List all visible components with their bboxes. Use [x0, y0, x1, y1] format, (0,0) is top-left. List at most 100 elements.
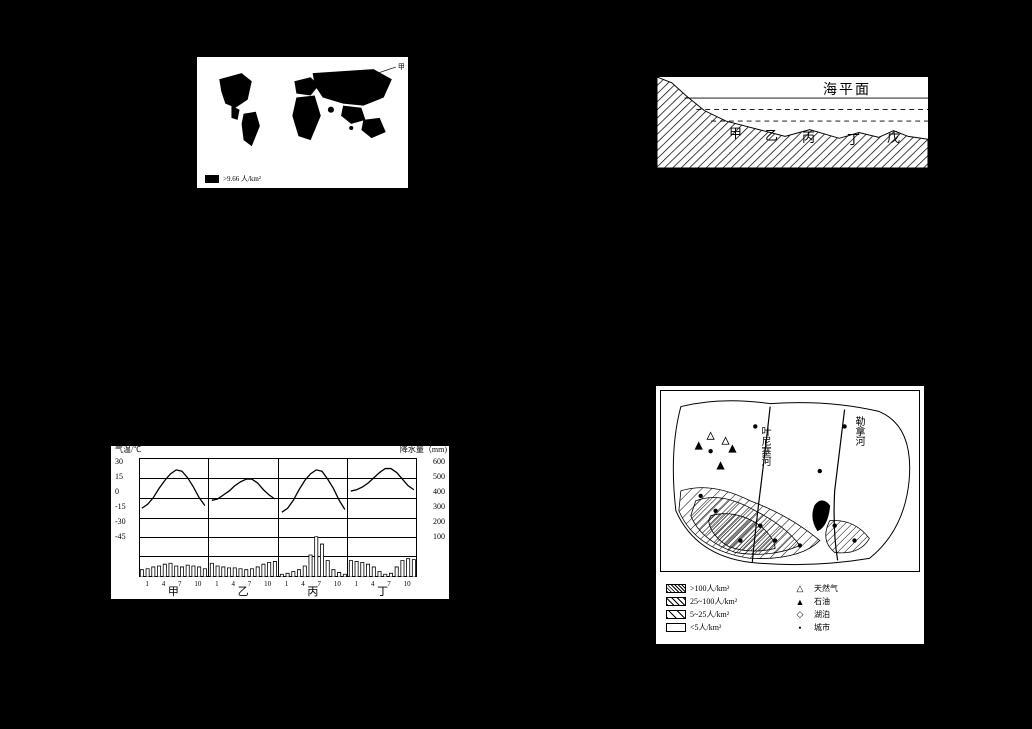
tick: 300 [433, 499, 445, 514]
swatch-mid [666, 597, 686, 606]
siberia-map: 叶尼塞河 勒拿河 >100人/km² 25~100人/km² 5~25人/km²… [655, 385, 925, 645]
tick: 100 [433, 529, 445, 544]
month-tick: 7 [248, 580, 252, 588]
zone-yi: 乙 [765, 125, 778, 144]
tick: -15 [115, 499, 126, 514]
month-tick: 1 [285, 580, 289, 588]
legend-text: 25~100人/km² [690, 596, 737, 607]
siberia-legend: >100人/km² 25~100人/km² 5~25人/km² <5人/km² … [666, 582, 914, 638]
city-marker [773, 538, 777, 542]
climate-panel: 甲14710 [139, 458, 209, 577]
lake-icon: ◇ [790, 610, 810, 619]
legend-row: ▲ 石油 [790, 595, 914, 608]
tick: 15 [115, 469, 126, 484]
legend-row: ◇ 湖泊 [790, 608, 914, 621]
gas-marker [707, 432, 714, 439]
month-tick: 4 [231, 580, 235, 588]
world-population-map: 甲 >9.66 人/km² [195, 55, 410, 190]
legend-symbol-col: △ 天然气 ▲ 石油 ◇ 湖泊 •城市 [790, 582, 914, 638]
tick: 0 [115, 484, 126, 499]
gas-marker [722, 437, 729, 444]
month-tick: 1 [215, 580, 219, 588]
tick: 500 [433, 469, 445, 484]
month-tick: 10 [404, 580, 411, 588]
city-marker [818, 469, 822, 473]
x-months: 1 4 7 10 [348, 580, 417, 588]
zone-jia: 甲 [729, 123, 742, 142]
legend-density-col: >100人/km² 25~100人/km² 5~25人/km² <5人/km² [666, 582, 790, 638]
city-marker [832, 523, 836, 527]
river-lena-label: 勒拿河 [851, 416, 866, 446]
month-tick: 7 [178, 580, 182, 588]
sea-level-label: 海平面 [777, 79, 917, 99]
city-marker [758, 523, 762, 527]
world-map-inner: 甲 >9.66 人/km² [197, 57, 408, 188]
city-marker [708, 449, 712, 453]
oil-marker [695, 442, 702, 449]
oil-marker [729, 445, 736, 452]
tick: 600 [433, 454, 445, 469]
zone-bing: 丙 [802, 127, 815, 146]
month-tick: 4 [301, 580, 305, 588]
climate-panel: 乙14710 [209, 458, 279, 577]
world-map-svg: 甲 [201, 61, 404, 163]
legend-text: <5人/km² [690, 622, 721, 633]
tick: 200 [433, 514, 445, 529]
tick: 400 [433, 484, 445, 499]
month-tick: 4 [371, 580, 375, 588]
legend-swatch [205, 175, 219, 183]
tick: -45 [115, 529, 126, 544]
month-tick: 10 [334, 580, 341, 588]
month-tick: 10 [194, 580, 201, 588]
legend-label: >9.66 人/km² [223, 174, 261, 184]
swatch-dense [666, 584, 686, 593]
legend-text: 石油 [814, 596, 830, 607]
legend-text: 天然气 [814, 583, 838, 594]
city-marker [798, 543, 802, 547]
climate-panels: 甲14710乙14710丙14710丁14710 [139, 458, 417, 577]
month-tick: 7 [387, 580, 391, 588]
month-tick: 4 [162, 580, 166, 588]
legend-text: >100人/km² [690, 583, 729, 594]
siberia-map-area: 叶尼塞河 勒拿河 [660, 390, 920, 572]
zone-wu: 戊 [887, 127, 900, 146]
month-tick: 10 [264, 580, 271, 588]
climate-svg [209, 458, 278, 577]
month-tick: 1 [355, 580, 359, 588]
month-tick: 1 [145, 580, 149, 588]
cross-section-inner: 海平面 甲 乙 丙 丁 戊 [657, 77, 928, 168]
city-marker [713, 509, 717, 513]
oil-icon: ▲ [790, 597, 810, 606]
x-months: 1 4 7 10 [279, 580, 348, 588]
ocean-cross-section: 海平面 甲 乙 丙 丁 戊 [655, 75, 930, 170]
temp-axis-ticks: 30 15 0 -15 -30 -45 [115, 454, 126, 544]
legend-text: 湖泊 [814, 609, 830, 620]
legend-row: 25~100人/km² [666, 595, 790, 608]
x-months: 1 4 7 10 [209, 580, 278, 588]
tick: 30 [115, 454, 126, 469]
siberia-inner: 叶尼塞河 勒拿河 >100人/km² 25~100人/km² 5~25人/km²… [656, 386, 924, 644]
legend-row: •城市 [790, 621, 914, 634]
city-marker [852, 538, 856, 542]
precip-axis-ticks: 600 500 400 300 200 100 [433, 454, 445, 544]
climate-panel: 丁14710 [348, 458, 417, 577]
gas-icon: △ [790, 584, 810, 593]
climate-svg [139, 458, 208, 577]
legend-text: 5~25人/km² [690, 609, 729, 620]
climate-svg [348, 458, 417, 577]
zone-ding: 丁 [847, 129, 860, 148]
x-months: 1 4 7 10 [139, 580, 208, 588]
city-icon: • [790, 623, 810, 632]
legend-row: >100人/km² [666, 582, 790, 595]
legend-row: 5~25人/km² [666, 608, 790, 621]
map-legend: >9.66 人/km² [205, 174, 261, 184]
month-tick: 7 [318, 580, 322, 588]
marker-jia-label: 甲 [398, 63, 404, 71]
climate-inner: 气温/℃ 降水量（mm) 30 15 0 -15 -30 -45 600 500… [111, 446, 449, 599]
oil-marker [717, 462, 724, 469]
climate-charts: 气温/℃ 降水量（mm) 30 15 0 -15 -30 -45 600 500… [110, 445, 450, 600]
climate-panel: 丙14710 [279, 458, 349, 577]
city-marker [842, 424, 846, 428]
city-marker [738, 538, 742, 542]
swatch-none [666, 623, 686, 632]
